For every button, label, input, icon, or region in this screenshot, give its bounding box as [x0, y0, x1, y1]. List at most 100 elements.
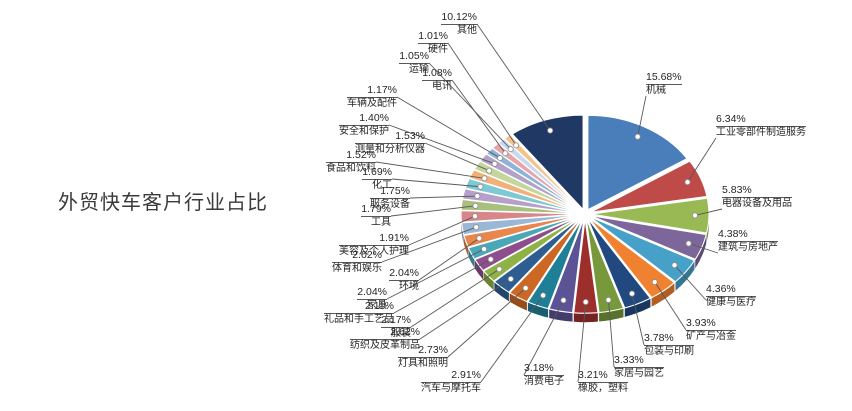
leader-anchor-dot [582, 298, 589, 305]
leader-anchor-dot [540, 292, 547, 299]
leader-line [386, 248, 485, 300]
pie-data-label[interactable]: 2.02% 体育和娱乐 [332, 249, 382, 274]
leader-line [480, 295, 544, 383]
pie-data-label[interactable]: 3.33% 家居与园艺 [614, 354, 664, 379]
pie-slice[interactable]: 机械 15.68% [587, 114, 688, 211]
leader-line [381, 226, 477, 263]
leader-anchor-dot [560, 297, 567, 304]
pie-slice[interactable]: 其他 10.12% [511, 114, 584, 211]
pie-label-percent: 2.04% [389, 267, 419, 281]
pie-slice[interactable]: 环境 2.04% [463, 214, 580, 248]
pie-slice[interactable]: 工业零部件制造服务 6.34% [590, 160, 708, 213]
pie-label-percent: 5.83% [722, 184, 792, 198]
pie-label-name: 其他 [457, 24, 477, 36]
pie-label-percent: 3.93% [686, 317, 736, 331]
pie-data-label[interactable]: 1.17% 车辆及配件 [347, 84, 397, 109]
pie-label-name: 运输 [409, 63, 429, 75]
pie-data-label[interactable]: 4.36% 健康与医疗 [706, 283, 756, 308]
pie-slice[interactable]: 汽车与摩托车 2.91% [527, 218, 584, 310]
pie-data-label[interactable]: 1.05% 运输 [399, 50, 429, 75]
pie-slice[interactable]: 建筑与房地产 4.38% [590, 215, 707, 260]
pie-slice[interactable]: 橡胶，塑料 3.21% [573, 218, 599, 314]
pie-data-label[interactable]: 2.11% 礼品和手工艺品 [324, 300, 394, 325]
pie-data-label[interactable]: 1.75% 服务设备 [370, 185, 410, 210]
pie-label-name: 食品和饮料 [326, 162, 376, 174]
leader-anchor-dot [671, 262, 678, 269]
leader-line [523, 300, 564, 376]
pie-slice[interactable]: 包装与印刷 3.78% [587, 217, 652, 309]
pie-slice[interactable]: 硬件 1.01% [503, 134, 582, 211]
pie-label-percent: 2.04% [357, 286, 387, 300]
pie-data-label[interactable]: 2.04% 家具 [357, 286, 387, 311]
pie-label-percent: 2.17% [381, 314, 411, 328]
leader-anchor-dot [487, 256, 494, 263]
leader-line [391, 178, 481, 188]
pie-data-label[interactable]: 2.04% 环境 [389, 267, 419, 292]
pie-slice-side [527, 302, 549, 318]
pie-label-name: 工具 [371, 216, 391, 228]
pie-data-label[interactable]: 3.93% 矿产与冶金 [686, 317, 736, 342]
pie-data-label[interactable]: 5.83% 电器设备及用品 [722, 184, 792, 209]
leader-line [476, 23, 551, 131]
pie-label-percent: 1.05% [399, 50, 429, 64]
pie-label-name: 测量和分析仪器 [355, 143, 425, 155]
pie-slice[interactable]: 电器设备及用品 5.83% [590, 197, 710, 234]
pie-data-label[interactable]: 1.01% 硬件 [418, 30, 448, 55]
pie-slice[interactable]: 礼品和手工艺品 2.11% [474, 215, 581, 272]
leader-line [577, 301, 587, 383]
leader-anchor-dot [651, 279, 658, 286]
pie-slice-side [599, 308, 624, 322]
pie-label-name: 电器设备及用品 [722, 197, 792, 209]
pie-slice[interactable]: 健康与医疗 4.36% [589, 216, 696, 283]
leader-line [428, 62, 511, 150]
pie-data-label[interactable]: 1.52% 食品和饮料 [326, 149, 376, 174]
leader-line [447, 42, 517, 146]
pie-data-label[interactable]: 2.62% 纺织及皮革制品 [350, 326, 420, 351]
pie-label-name: 机械 [646, 84, 666, 96]
pie-data-label[interactable]: 4.38% 建筑与房地产 [718, 228, 778, 253]
pie-data-label[interactable]: 2.17% 服装 [381, 314, 411, 339]
pie-slice[interactable]: 家居与园艺 3.33% [585, 218, 625, 314]
pie-data-label[interactable]: 1.08% 电讯 [422, 67, 452, 92]
leader-anchor-dot [685, 240, 692, 247]
pie-label-name: 灯具和照明 [398, 357, 448, 369]
pie-label-name: 车辆及配件 [347, 97, 397, 109]
pie-data-label[interactable]: 15.68% 机械 [646, 71, 682, 96]
pie-slice[interactable]: 矿产与冶金 3.93% [588, 217, 676, 299]
pie-data-label[interactable]: 10.12% 其他 [441, 11, 477, 36]
pie-data-label[interactable]: 1.91% 美容及个人护理 [339, 232, 409, 257]
pie-label-percent: 6.34% [716, 113, 806, 127]
pie-slice[interactable]: 体育和娱乐 2.02% [460, 214, 580, 236]
leader-anchor-dot [513, 142, 520, 149]
pie-slice[interactable]: 纺织及皮革制品 2.62% [493, 217, 582, 293]
pie-data-label[interactable]: 2.73% 灯具和照明 [398, 344, 448, 369]
pie-data-label[interactable]: 1.69% 化工 [362, 166, 392, 191]
pie-label-name: 建筑与房地产 [718, 241, 778, 253]
pie-data-label[interactable]: 3.21% 橡胶，塑料 [578, 369, 628, 394]
leader-line [424, 142, 490, 172]
pie-slice[interactable]: 家具 2.04% [467, 215, 580, 260]
leader-line [396, 96, 501, 159]
pie-label-name: 消费电子 [524, 375, 564, 387]
pie-data-label[interactable]: 3.78% 包装与印刷 [644, 332, 694, 357]
pie-data-label[interactable]: 1.79% 工具 [361, 203, 391, 228]
pie-data-label[interactable]: 6.34% 工业零部件制造服务 [716, 113, 806, 138]
pie-label-name: 健康与医疗 [706, 296, 756, 308]
pie-slice-side [468, 247, 475, 269]
pie-label-percent: 2.62% [350, 326, 420, 340]
pie-slice-side [624, 298, 651, 317]
leader-anchor-dot [477, 183, 484, 190]
pie-label-percent: 1.53% [355, 130, 425, 144]
pie-data-label[interactable]: 2.91% 汽车与摩托车 [421, 369, 481, 394]
pie-data-label[interactable]: 3.18% 消费电子 [524, 362, 564, 387]
pie-label-percent: 2.73% [398, 344, 448, 358]
leader-line [375, 161, 485, 179]
pie-label-name: 家具 [367, 299, 387, 311]
pie-data-label[interactable]: 1.40% 安全和保护 [339, 112, 389, 137]
pie-slice-side [474, 259, 484, 280]
pie-data-label[interactable]: 1.53% 测量和分析仪器 [355, 130, 425, 155]
pie-slice[interactable]: 消费电子 3.18% [548, 218, 585, 314]
pie-label-percent: 15.68% [646, 71, 682, 85]
pie-slice[interactable]: 灯具和照明 2.73% [508, 217, 583, 303]
